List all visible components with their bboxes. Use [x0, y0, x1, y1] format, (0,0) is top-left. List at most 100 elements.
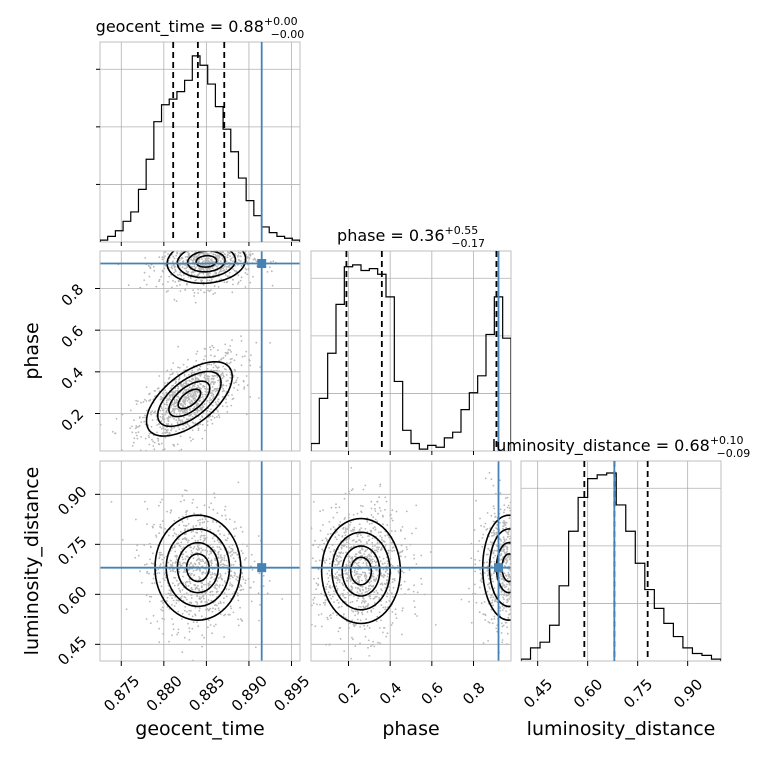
histogram-geocent_time	[100, 55, 300, 242]
sample-point	[206, 424, 209, 427]
sample-point	[183, 389, 186, 391]
sample-point	[227, 247, 229, 249]
sample-point	[217, 414, 220, 416]
sample-point	[533, 512, 535, 514]
sample-point	[501, 609, 504, 611]
sample-point	[526, 614, 528, 616]
sample-point	[177, 583, 180, 585]
sample-point	[170, 406, 172, 408]
sample-point	[515, 575, 517, 577]
sample-point	[196, 408, 199, 411]
sample-point	[184, 584, 187, 586]
sample-point	[198, 609, 201, 612]
sample-point	[168, 640, 170, 643]
sample-point	[203, 504, 206, 507]
sample-point	[491, 601, 494, 604]
sample-point	[351, 488, 354, 490]
sample-point	[196, 621, 198, 624]
sample-point	[329, 551, 332, 553]
truth-marker	[494, 563, 503, 573]
y-tick-label: 0.75	[54, 533, 90, 569]
sample-point	[504, 574, 507, 577]
sample-point	[222, 356, 225, 359]
sample-point	[514, 543, 516, 545]
sample-point	[355, 556, 357, 559]
sample-point	[148, 572, 150, 575]
sample-point	[159, 565, 161, 567]
sample-point	[192, 557, 195, 560]
sample-point	[528, 528, 530, 530]
sample-point	[312, 557, 314, 560]
sample-point	[196, 247, 198, 249]
sample-point	[370, 555, 373, 558]
sample-point	[518, 538, 520, 540]
sample-point	[515, 585, 517, 587]
sample-point	[518, 584, 520, 586]
sample-point	[231, 550, 234, 552]
sample-point	[226, 275, 229, 278]
sample-point	[181, 562, 184, 565]
sample-point	[244, 582, 247, 584]
sample-point	[213, 227, 215, 229]
sample-point	[379, 583, 382, 586]
sample-point	[479, 517, 481, 520]
sample-point	[233, 239, 235, 241]
sample-point	[211, 386, 214, 388]
sample-point	[201, 409, 203, 412]
sample-point	[214, 608, 217, 611]
sample-point	[370, 562, 373, 565]
sample-point	[206, 279, 208, 282]
y-tick-label: 0.2	[58, 405, 88, 435]
sample-point	[474, 570, 476, 573]
sample-point	[522, 583, 524, 585]
sample-point	[136, 426, 139, 429]
sample-point	[226, 243, 228, 245]
sample-point	[192, 526, 195, 529]
sample-point	[176, 407, 179, 410]
sample-point	[355, 553, 358, 556]
sample-point	[182, 406, 184, 408]
sample-point	[207, 557, 210, 560]
sample-point	[211, 246, 213, 248]
sample-point	[338, 581, 341, 583]
sample-point	[529, 547, 531, 549]
sample-point	[196, 601, 199, 604]
sample-point	[192, 371, 195, 374]
sample-point	[221, 249, 223, 251]
sample-point	[489, 541, 492, 543]
sample-point	[325, 643, 328, 646]
sample-point	[179, 563, 182, 566]
sample-point	[211, 267, 214, 270]
sample-point	[231, 544, 234, 546]
sample-point	[208, 290, 211, 293]
sample-point	[218, 359, 221, 362]
sample-point	[197, 427, 200, 430]
sample-point	[346, 573, 349, 576]
sample-point	[175, 404, 178, 407]
sample-point	[375, 569, 378, 572]
sample-point	[512, 541, 514, 543]
sample-point	[272, 260, 275, 263]
sample-point	[366, 548, 369, 551]
sample-point	[221, 390, 224, 393]
sample-point	[160, 526, 163, 529]
sample-point	[182, 249, 184, 251]
sample-point	[156, 387, 159, 390]
sample-point	[346, 538, 348, 540]
sample-point	[360, 534, 362, 536]
sample-point	[255, 242, 257, 244]
sample-point	[502, 549, 505, 551]
sample-point	[217, 286, 220, 288]
sample-point	[167, 253, 169, 255]
sample-point	[401, 549, 404, 552]
sample-point	[372, 585, 374, 588]
sample-point	[391, 565, 394, 567]
contour-line	[195, 254, 218, 268]
sample-point	[373, 597, 376, 599]
sample-point	[206, 608, 209, 610]
sample-point	[204, 393, 207, 396]
sample-point	[183, 427, 185, 430]
sample-point	[173, 265, 176, 267]
sample-point	[240, 260, 242, 262]
sample-point	[338, 506, 341, 509]
